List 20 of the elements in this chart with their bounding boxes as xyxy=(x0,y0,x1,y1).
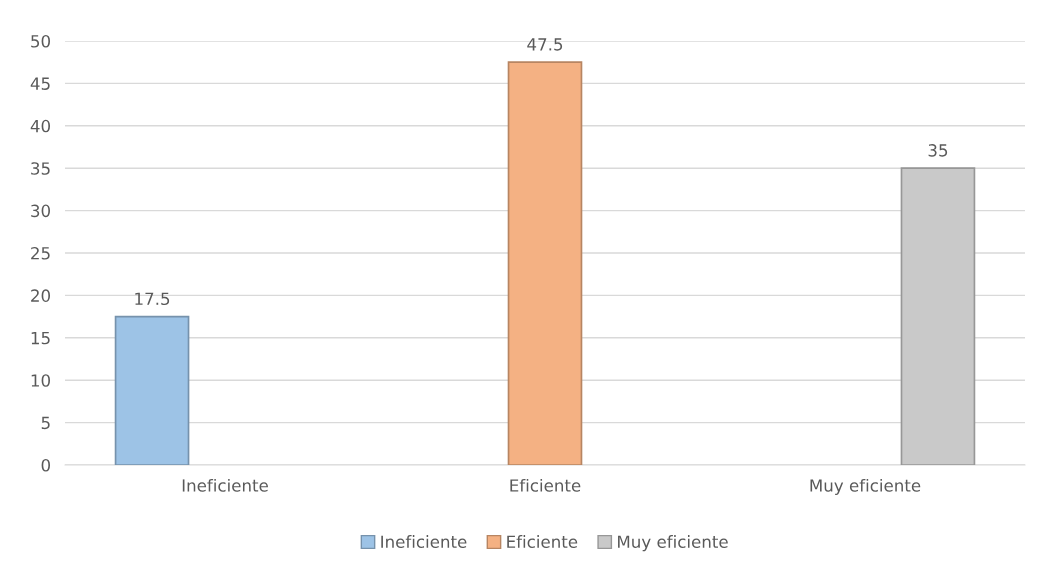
data-label: 35 xyxy=(928,144,948,157)
y-tick-label: 35 xyxy=(31,162,50,175)
y-tick-label: 40 xyxy=(30,119,50,133)
data-label: 47.5 xyxy=(527,38,563,51)
data-label: 17.5 xyxy=(135,292,170,306)
legend-label: Ineficiente xyxy=(381,535,467,549)
x-tick-label: Ineficiente xyxy=(182,478,268,492)
legend-label: Muy eficiente xyxy=(618,535,728,552)
y-tick-label: 10 xyxy=(31,374,50,387)
y-tick-label: 20 xyxy=(31,289,50,302)
y-tick-label: 30 xyxy=(31,204,50,218)
y-tick-label: 15 xyxy=(31,331,50,345)
y-tick-label: 45 xyxy=(30,77,50,90)
x-tick-label: Muy eficiente xyxy=(810,478,921,496)
y-tick-label: 25 xyxy=(31,246,50,260)
legend-label: Eficiente xyxy=(507,535,578,549)
y-tick-label: 0 xyxy=(41,458,50,472)
x-tick-label: Eficiente xyxy=(510,478,581,492)
y-tick-label: 50 xyxy=(31,34,50,48)
y-tick-label: 5 xyxy=(41,416,50,430)
